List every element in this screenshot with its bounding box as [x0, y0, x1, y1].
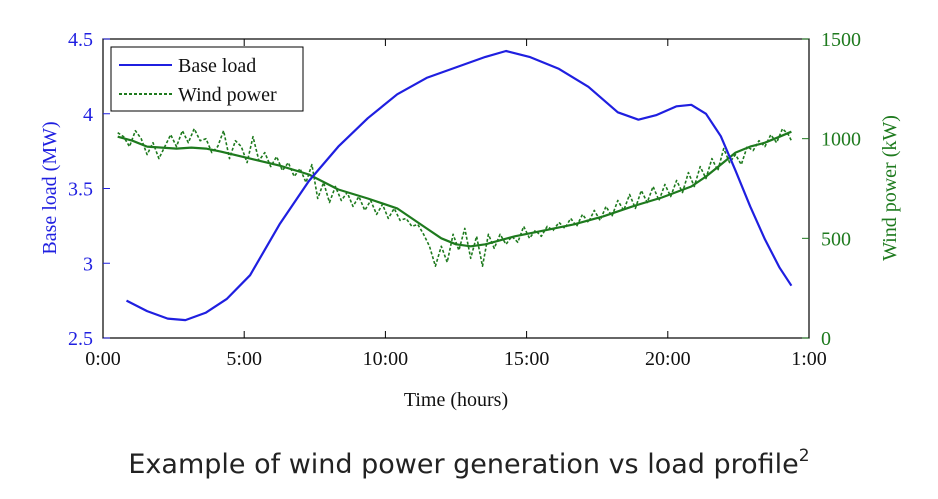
- figure-caption: Example of wind power generation vs load…: [0, 446, 938, 480]
- caption-text: Example of wind power generation vs load…: [128, 449, 799, 480]
- legend-label-wind-power: Wind power: [178, 84, 277, 106]
- dual-axis-line-chart: 2.5 3 3.5 4 4.5 0 500 1000 1500 0:00 5:00 10:00 15…: [39, 29, 901, 411]
- x-tick-label: 10:00: [363, 348, 409, 370]
- x-tick-label: 1:00: [791, 348, 827, 370]
- x-tick-label: 0:00: [85, 348, 121, 370]
- legend: Base load Wind power: [110, 46, 304, 112]
- right-y-tick-label: 500: [821, 228, 851, 250]
- x-tick-label: 5:00: [226, 348, 262, 370]
- right-y-axis-label: Wind power (kW): [879, 115, 901, 261]
- left-y-tick-label: 4: [83, 104, 93, 126]
- series-wind-power-line: [117, 127, 793, 268]
- right-y-axis: 0 500 1000 1500: [802, 29, 861, 350]
- series-wind-power-trend-line: [117, 130, 792, 248]
- right-y-tick-label: 1500: [821, 29, 861, 51]
- left-y-tick-label: 3: [83, 253, 93, 275]
- x-axis-label: Time (hours): [404, 389, 508, 411]
- left-y-tick-label: 3.5: [68, 179, 93, 201]
- left-y-tick-label: 2.5: [68, 328, 93, 350]
- x-tick-label: 15:00: [504, 348, 550, 370]
- series-base-load-line: [126, 49, 793, 322]
- left-y-axis-label: Base load (MW): [39, 121, 61, 254]
- caption-superscript: 2: [798, 446, 810, 466]
- x-axis: 0:00 5:00 10:00 15:00 20:00 1:00: [85, 39, 827, 370]
- legend-box: [110, 46, 304, 112]
- left-y-axis: 2.5 3 3.5 4 4.5: [68, 29, 110, 350]
- legend-label-base-load: Base load: [178, 55, 256, 77]
- x-tick-label: 20:00: [645, 348, 691, 370]
- left-y-tick-label: 4.5: [68, 29, 93, 51]
- right-y-tick-label: 0: [821, 328, 831, 350]
- right-y-tick-label: 1000: [821, 129, 861, 151]
